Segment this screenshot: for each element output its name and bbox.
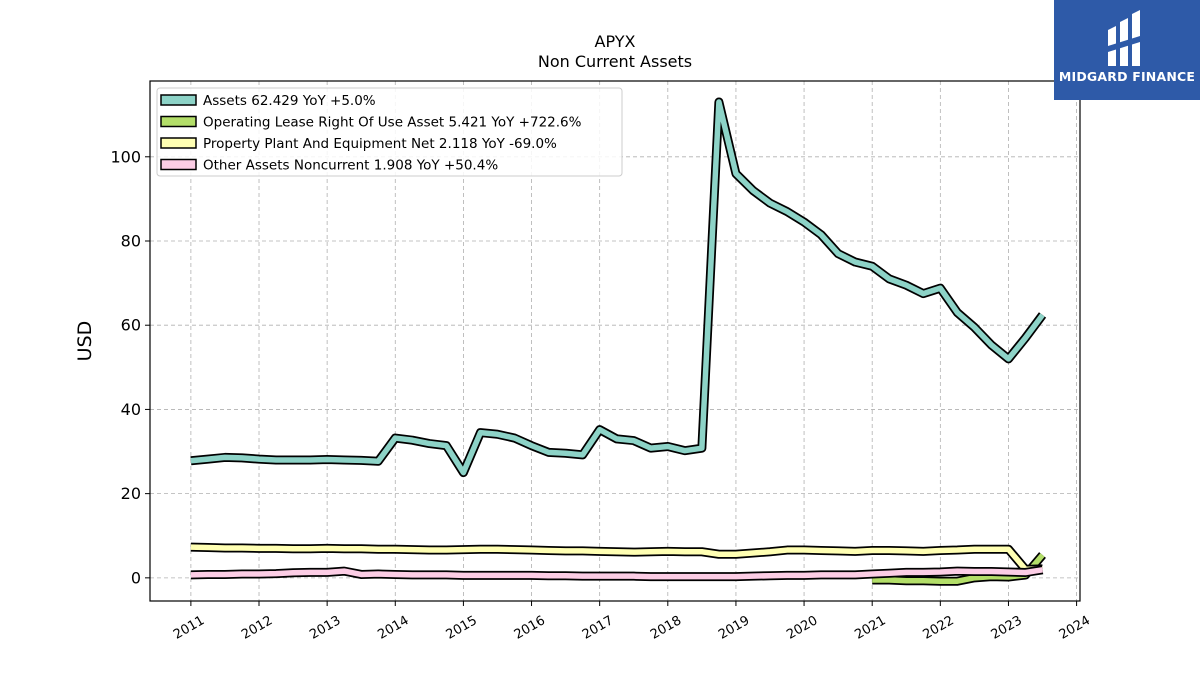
x-tick-label: 2011: [171, 613, 207, 643]
legend-box: [156, 87, 623, 177]
x-tick-label: 2016: [512, 613, 548, 643]
series-property-plant-and-equipment-net: [190, 542, 1043, 574]
y-axis-title: USD: [74, 321, 96, 362]
legend: Assets 62.429 YoY +5.0% Operating Lease R…: [156, 87, 623, 177]
series-line: [190, 567, 1043, 580]
midgard-logo-icon: [1108, 10, 1140, 66]
legend-swatch: [160, 158, 197, 171]
y-tick-label: 20: [121, 484, 141, 503]
legend-label: Operating Lease Right Of Use Asset 5.421…: [203, 115, 582, 131]
x-tick-label: 2022: [920, 613, 956, 643]
chart-title: APYX: [595, 32, 636, 51]
x-tick-label: 2013: [307, 613, 343, 643]
legend-label: Property Plant And Equipment Net 2.118 Y…: [203, 136, 557, 152]
x-tick-label: 2023: [989, 613, 1025, 643]
x-tick-label: 2021: [852, 613, 888, 643]
series-assets: [190, 97, 1047, 478]
y-axis: 0 20 40 60 80 100: [110, 147, 150, 587]
x-tick-label: 2017: [580, 613, 616, 643]
x-tick-label: 2015: [444, 613, 480, 643]
y-tick-label: 100: [110, 147, 141, 166]
y-tick-label: 0: [131, 568, 141, 587]
x-tick-label: 2019: [716, 613, 752, 643]
brand-logo: MIDGARD FINANCE: [1054, 0, 1200, 100]
x-tick-label: 2020: [784, 613, 820, 643]
x-tick-label: 2014: [375, 613, 411, 643]
legend-swatch: [160, 115, 197, 128]
plot-area-frame: [149, 80, 1081, 602]
y-tick-label: 80: [121, 232, 141, 251]
legend-swatch: [160, 137, 197, 149]
series-line: [190, 99, 1045, 476]
chart-subtitle: Non Current Assets: [538, 52, 692, 71]
legend-swatch: [160, 94, 197, 106]
series-line: [190, 544, 1043, 573]
x-tick-label: 2018: [648, 613, 684, 643]
y-tick-label: 40: [121, 400, 141, 419]
brand-name: MIDGARD FINANCE: [1058, 69, 1196, 84]
series-layer: [190, 97, 1047, 586]
legend-label: Other Assets Noncurrent 1.908 YoY +50.4%: [203, 158, 498, 174]
legend-label: Assets 62.429 YoY +5.0%: [203, 93, 376, 109]
y-tick-label: 60: [121, 316, 141, 335]
x-tick-label: 2012: [239, 613, 275, 643]
x-tick-label: 2024: [1057, 613, 1093, 643]
series-other-assets-noncurrent: [190, 565, 1044, 582]
x-axis: 2011 2012 2013 2014 2015 2016 2017 2018 2019 2020…: [171, 601, 1093, 643]
